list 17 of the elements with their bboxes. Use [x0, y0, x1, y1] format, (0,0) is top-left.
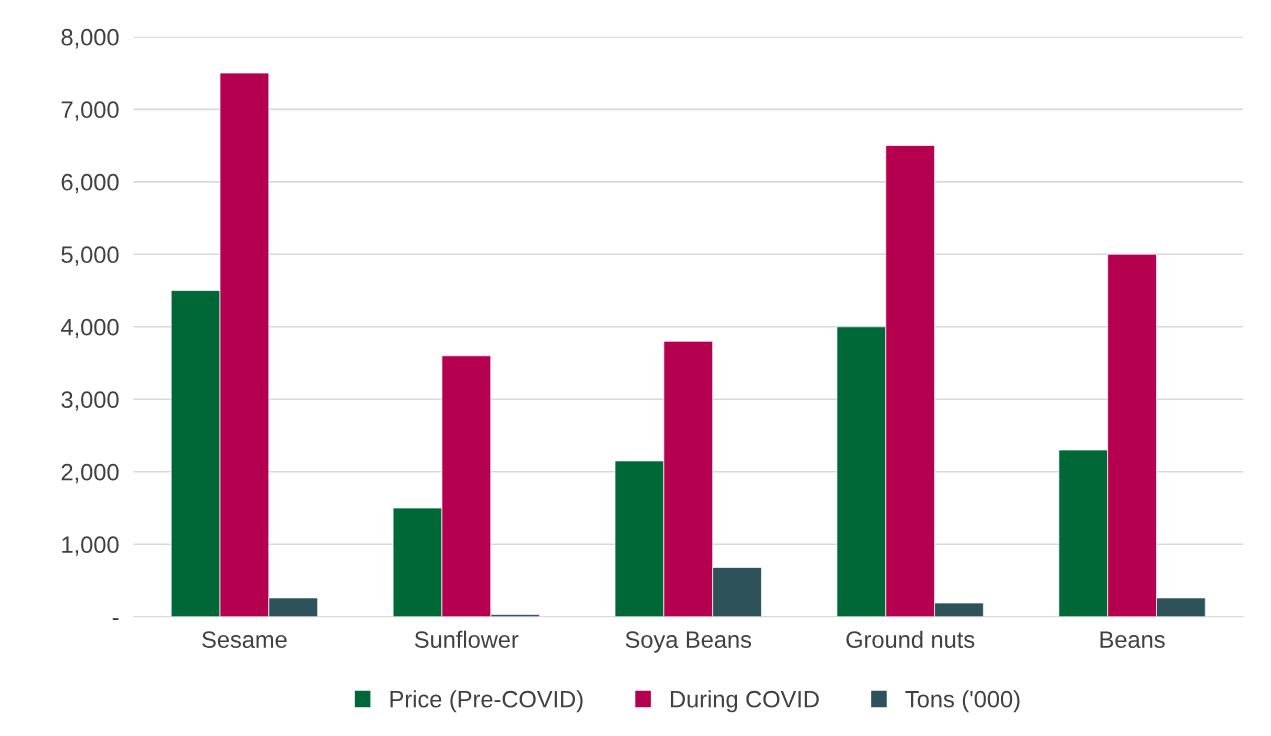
x-tick-label: Beans — [1100, 631, 1165, 648]
x-tick-label: Ground nuts — [846, 630, 975, 648]
y-tick-label: 6,000 — [61, 173, 119, 194]
y-tick-label: 1,000 — [62, 536, 119, 556]
x-tick-label: Soya Beans — [625, 631, 752, 653]
x-tick-label: Sunflower — [414, 630, 519, 648]
legend-label: Price (Pre-COVID) — [390, 690, 583, 713]
y-tick-label: 3,000 — [61, 391, 119, 411]
x-tick-label: Sesame — [202, 631, 287, 648]
y-tick-label: - — [112, 618, 119, 620]
y-tick-label: 4,000 — [61, 318, 119, 339]
y-tick-label: 2,000 — [61, 463, 119, 484]
y-tick-label: 8,000 — [61, 28, 119, 49]
y-tick-label: 7,000 — [61, 101, 119, 121]
legend-label: During COVID — [670, 690, 819, 713]
y-tick-label: 5,000 — [61, 246, 119, 266]
legend-label: Tons ('000) — [905, 690, 1020, 713]
